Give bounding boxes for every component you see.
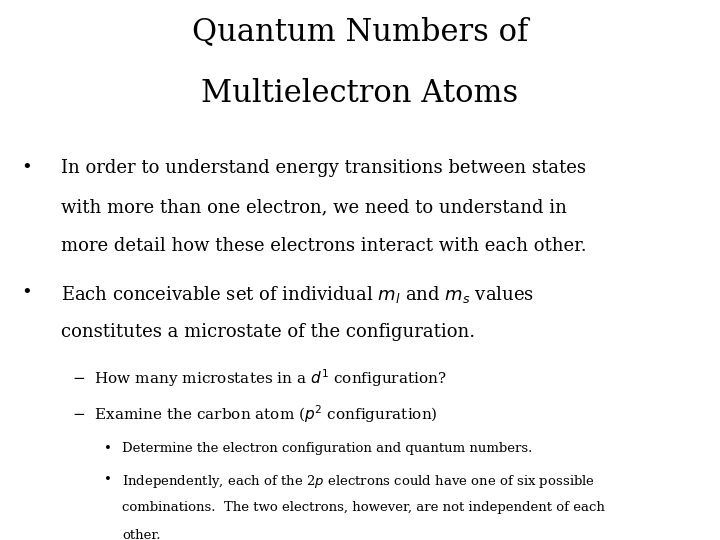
Text: Independently, each of the 2$p$ electrons could have one of six possible: Independently, each of the 2$p$ electron… xyxy=(122,473,595,490)
Text: Quantum Numbers of: Quantum Numbers of xyxy=(192,16,528,47)
Text: Determine the electron configuration and quantum numbers.: Determine the electron configuration and… xyxy=(122,442,533,455)
Text: $-$  How many microstates in a $d^1$ configuration?: $-$ How many microstates in a $d^1$ conf… xyxy=(72,367,446,389)
Text: •: • xyxy=(22,284,32,302)
Text: with more than one electron, we need to understand in: with more than one electron, we need to … xyxy=(61,198,567,216)
Text: Each conceivable set of individual $m_l$ and $m_s$ values: Each conceivable set of individual $m_l$… xyxy=(61,284,534,305)
Text: •: • xyxy=(104,473,112,486)
Text: •: • xyxy=(22,159,32,177)
Text: other.: other. xyxy=(122,529,161,540)
Text: •: • xyxy=(104,442,112,455)
Text: In order to understand energy transitions between states: In order to understand energy transition… xyxy=(61,159,586,177)
Text: more detail how these electrons interact with each other.: more detail how these electrons interact… xyxy=(61,237,587,255)
Text: combinations.  The two electrons, however, are not independent of each: combinations. The two electrons, however… xyxy=(122,501,606,514)
Text: constitutes a microstate of the configuration.: constitutes a microstate of the configur… xyxy=(61,323,475,341)
Text: $-$  Examine the carbon atom ($p^2$ configuration): $-$ Examine the carbon atom ($p^2$ confi… xyxy=(72,403,438,425)
Text: Multielectron Atoms: Multielectron Atoms xyxy=(202,78,518,109)
